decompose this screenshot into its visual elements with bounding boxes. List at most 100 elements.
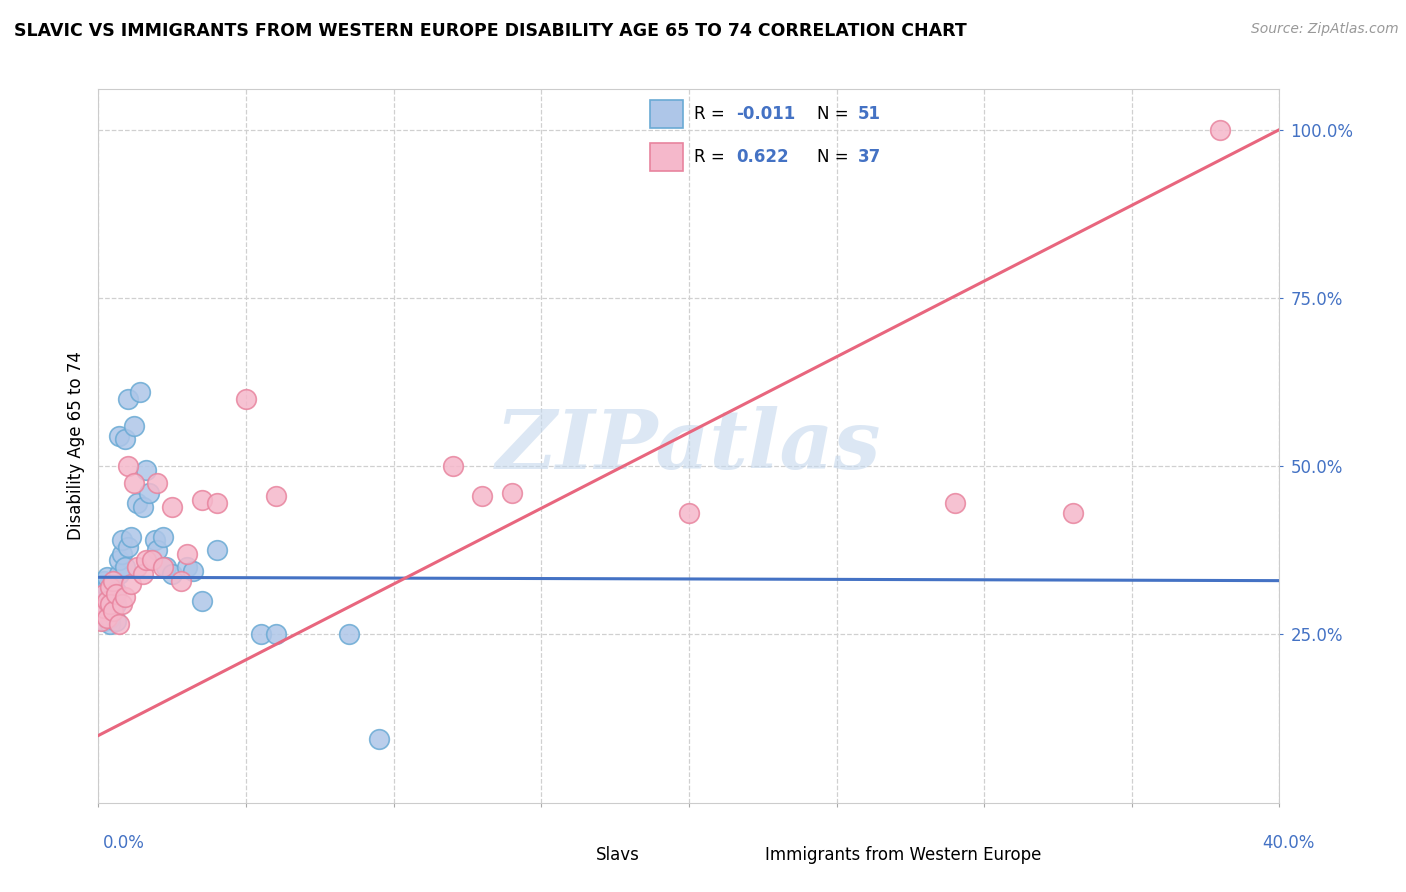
FancyBboxPatch shape (650, 143, 683, 171)
Point (441, 459, 464, 474)
Point (117, 392, 139, 406)
Text: N =: N = (817, 105, 853, 123)
Point (205, 496, 228, 510)
Point (264, 627, 287, 641)
Point (90, 604, 112, 618)
Point (103, 587, 125, 601)
Point (138, 486, 160, 500)
Point (368, 731, 391, 746)
Point (108, 553, 131, 567)
Point (191, 594, 214, 608)
Point (235, 392, 257, 406)
Point (114, 560, 136, 574)
Point (501, 486, 523, 500)
Point (114, 591, 136, 605)
Point (117, 459, 139, 474)
Point (103, 604, 125, 618)
Point (114, 432, 136, 446)
Point (105, 597, 128, 611)
Point (191, 492, 214, 507)
Point (98, 617, 121, 632)
Point (90, 614, 112, 628)
Point (155, 560, 177, 574)
Point (98, 580, 121, 594)
Point (135, 553, 157, 567)
Point (96, 610, 118, 624)
Point (96, 580, 118, 594)
Point (90, 580, 112, 594)
Text: 51: 51 (858, 105, 882, 123)
Point (678, 506, 700, 520)
Text: R =: R = (695, 148, 731, 166)
Point (162, 500, 183, 514)
Point (98, 597, 121, 611)
Point (205, 543, 228, 558)
Point (103, 604, 125, 618)
FancyBboxPatch shape (650, 100, 683, 128)
Point (96, 607, 118, 622)
Point (98, 587, 121, 601)
Text: ZIPatlas: ZIPatlas (496, 406, 882, 486)
Text: Immigrants from Western Europe: Immigrants from Western Europe (765, 847, 1042, 864)
Point (176, 547, 198, 561)
Y-axis label: Disability Age 65 to 74: Disability Age 65 to 74 (66, 351, 84, 541)
Point (125, 560, 148, 574)
Point (162, 566, 183, 581)
Text: 0.622: 0.622 (737, 148, 789, 166)
Point (120, 577, 142, 591)
Point (103, 574, 125, 588)
Point (181, 564, 204, 578)
Point (152, 560, 174, 574)
Point (93, 587, 115, 601)
Point (93, 614, 115, 628)
Point (90, 604, 112, 618)
Text: 40.0%: 40.0% (1263, 834, 1315, 852)
Point (122, 476, 145, 491)
Point (98, 600, 121, 615)
Point (337, 627, 360, 641)
Point (111, 533, 134, 548)
Text: Source: ZipAtlas.com: Source: ZipAtlas.com (1251, 22, 1399, 37)
Point (128, 385, 150, 400)
Text: R =: R = (695, 105, 731, 123)
Point (96, 594, 118, 608)
Point (135, 462, 157, 476)
Point (105, 587, 128, 601)
Point (152, 530, 174, 544)
Point (90, 591, 112, 605)
Point (264, 490, 287, 504)
Point (120, 530, 142, 544)
Point (176, 560, 198, 574)
Point (98, 610, 121, 624)
Point (105, 583, 128, 598)
Point (96, 594, 118, 608)
Text: 0.0%: 0.0% (103, 834, 145, 852)
Point (143, 533, 166, 548)
Point (108, 566, 131, 581)
Point (111, 597, 134, 611)
Point (170, 574, 193, 588)
Point (125, 496, 148, 510)
Point (250, 627, 273, 641)
Point (93, 583, 115, 598)
Point (93, 600, 115, 615)
Point (146, 543, 169, 558)
Point (146, 476, 169, 491)
Point (1062, 506, 1084, 520)
Point (105, 614, 128, 628)
Text: N =: N = (817, 148, 853, 166)
Point (132, 566, 155, 581)
Point (103, 577, 125, 591)
Point (141, 553, 163, 567)
Point (117, 540, 139, 554)
Point (132, 500, 155, 514)
Point (111, 547, 134, 561)
Text: SLAVIC VS IMMIGRANTS FROM WESTERN EUROPE DISABILITY AGE 65 TO 74 CORRELATION CHA: SLAVIC VS IMMIGRANTS FROM WESTERN EUROPE… (14, 22, 967, 40)
Point (108, 429, 131, 443)
Point (122, 418, 145, 433)
Point (943, 496, 966, 510)
Point (93, 574, 115, 588)
Point (93, 597, 115, 611)
Point (103, 597, 125, 611)
Point (471, 490, 494, 504)
